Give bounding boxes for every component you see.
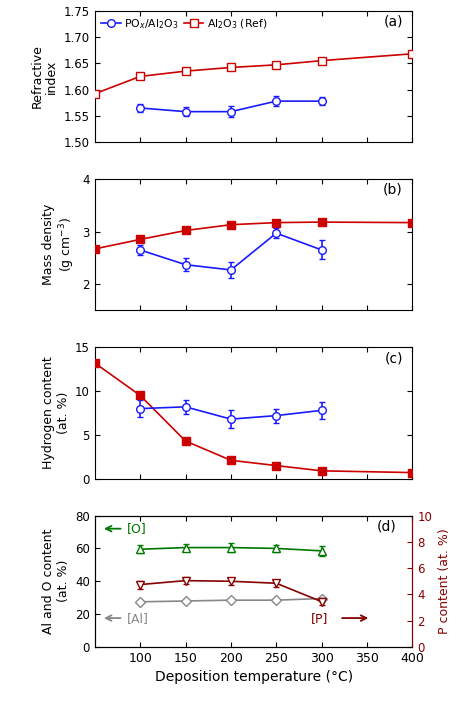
X-axis label: Deposition temperature (°C): Deposition temperature (°C) [155, 670, 353, 685]
Y-axis label: Hydrogen content
(at. %): Hydrogen content (at. %) [42, 357, 70, 469]
Text: (d): (d) [377, 520, 396, 533]
Text: (a): (a) [383, 15, 403, 28]
Y-axis label: P content (at. %): P content (at. %) [438, 528, 451, 634]
Text: (c): (c) [384, 351, 403, 365]
Text: [Al]: [Al] [127, 611, 148, 624]
Y-axis label: Refractive
index: Refractive index [30, 45, 58, 108]
Text: [O]: [O] [127, 522, 146, 535]
Text: [P]: [P] [311, 611, 328, 624]
Legend: PO$_x$/Al$_2$O$_3$, Al$_2$O$_3$ (Ref): PO$_x$/Al$_2$O$_3$, Al$_2$O$_3$ (Ref) [100, 16, 268, 32]
Y-axis label: Al and O content
(at. %): Al and O content (at. %) [42, 528, 70, 634]
Y-axis label: Mass density
(g cm$^{-3}$): Mass density (g cm$^{-3}$) [42, 204, 77, 285]
Text: (b): (b) [383, 183, 403, 197]
